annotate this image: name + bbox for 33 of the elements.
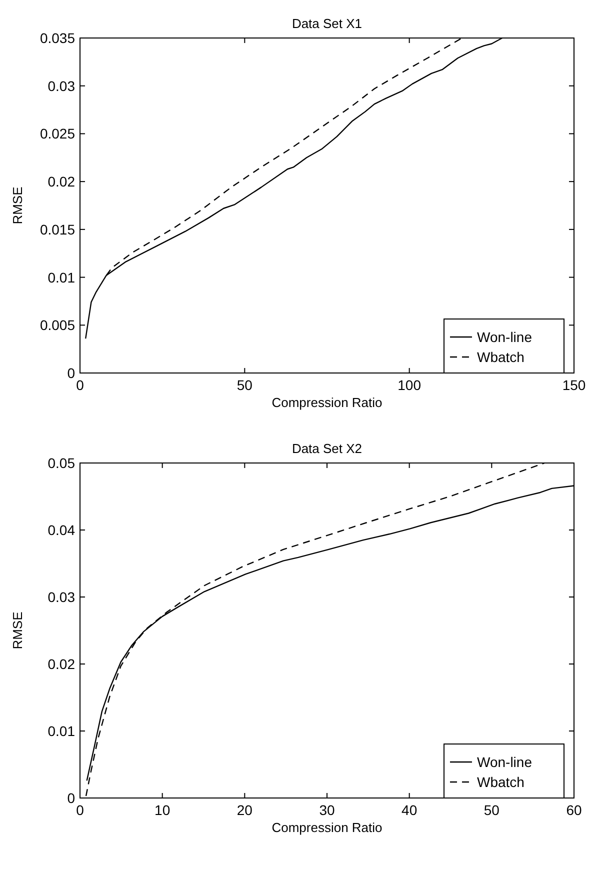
y-tick-label: 0.02 bbox=[48, 656, 76, 672]
y-tick-label: 0.01 bbox=[48, 723, 76, 739]
x-tick-label: 30 bbox=[319, 802, 335, 818]
x-tick-label: 40 bbox=[402, 802, 418, 818]
legend-label: Won-line bbox=[477, 754, 532, 770]
legend-label: Wbatch bbox=[477, 774, 524, 790]
y-tick-label: 0.03 bbox=[48, 78, 76, 94]
y-tick-label: 0.02 bbox=[48, 174, 76, 190]
y-axis-title: RMSE bbox=[10, 611, 25, 650]
x-tick-label: 150 bbox=[562, 377, 586, 393]
legend-label: Wbatch bbox=[477, 349, 524, 365]
x-tick-label: 10 bbox=[154, 802, 170, 818]
y-tick-label: 0.015 bbox=[40, 221, 76, 238]
y-tick-label: 0.025 bbox=[40, 126, 76, 142]
chart-title: Data Set X2 bbox=[292, 441, 362, 456]
x-tick-label: 50 bbox=[484, 802, 500, 818]
x-tick-label: 60 bbox=[566, 802, 582, 818]
y-tick-label: 0.05 bbox=[48, 455, 76, 471]
x-axis-title: Compression Ratio bbox=[272, 395, 382, 410]
y-tick-label: 0 bbox=[67, 790, 76, 806]
y-axis-title: RMSE bbox=[10, 186, 25, 224]
x-axis-title: Compression Ratio bbox=[272, 820, 382, 835]
x-tick-label: 50 bbox=[236, 377, 253, 393]
y-tick-label: 0.03 bbox=[48, 589, 76, 605]
x-tick-label: 20 bbox=[236, 802, 253, 818]
chart-title: Data Set X1 bbox=[292, 16, 362, 31]
y-tick-label: 0.04 bbox=[48, 522, 76, 538]
y-tick-label: 0.005 bbox=[40, 317, 76, 334]
x-tick-label: 100 bbox=[398, 377, 422, 393]
y-tick-label: 0.01 bbox=[48, 269, 76, 286]
y-tick-label: 0.035 bbox=[40, 30, 76, 46]
legend-label: Won-line bbox=[477, 329, 532, 345]
y-tick-label: 0 bbox=[67, 365, 76, 381]
